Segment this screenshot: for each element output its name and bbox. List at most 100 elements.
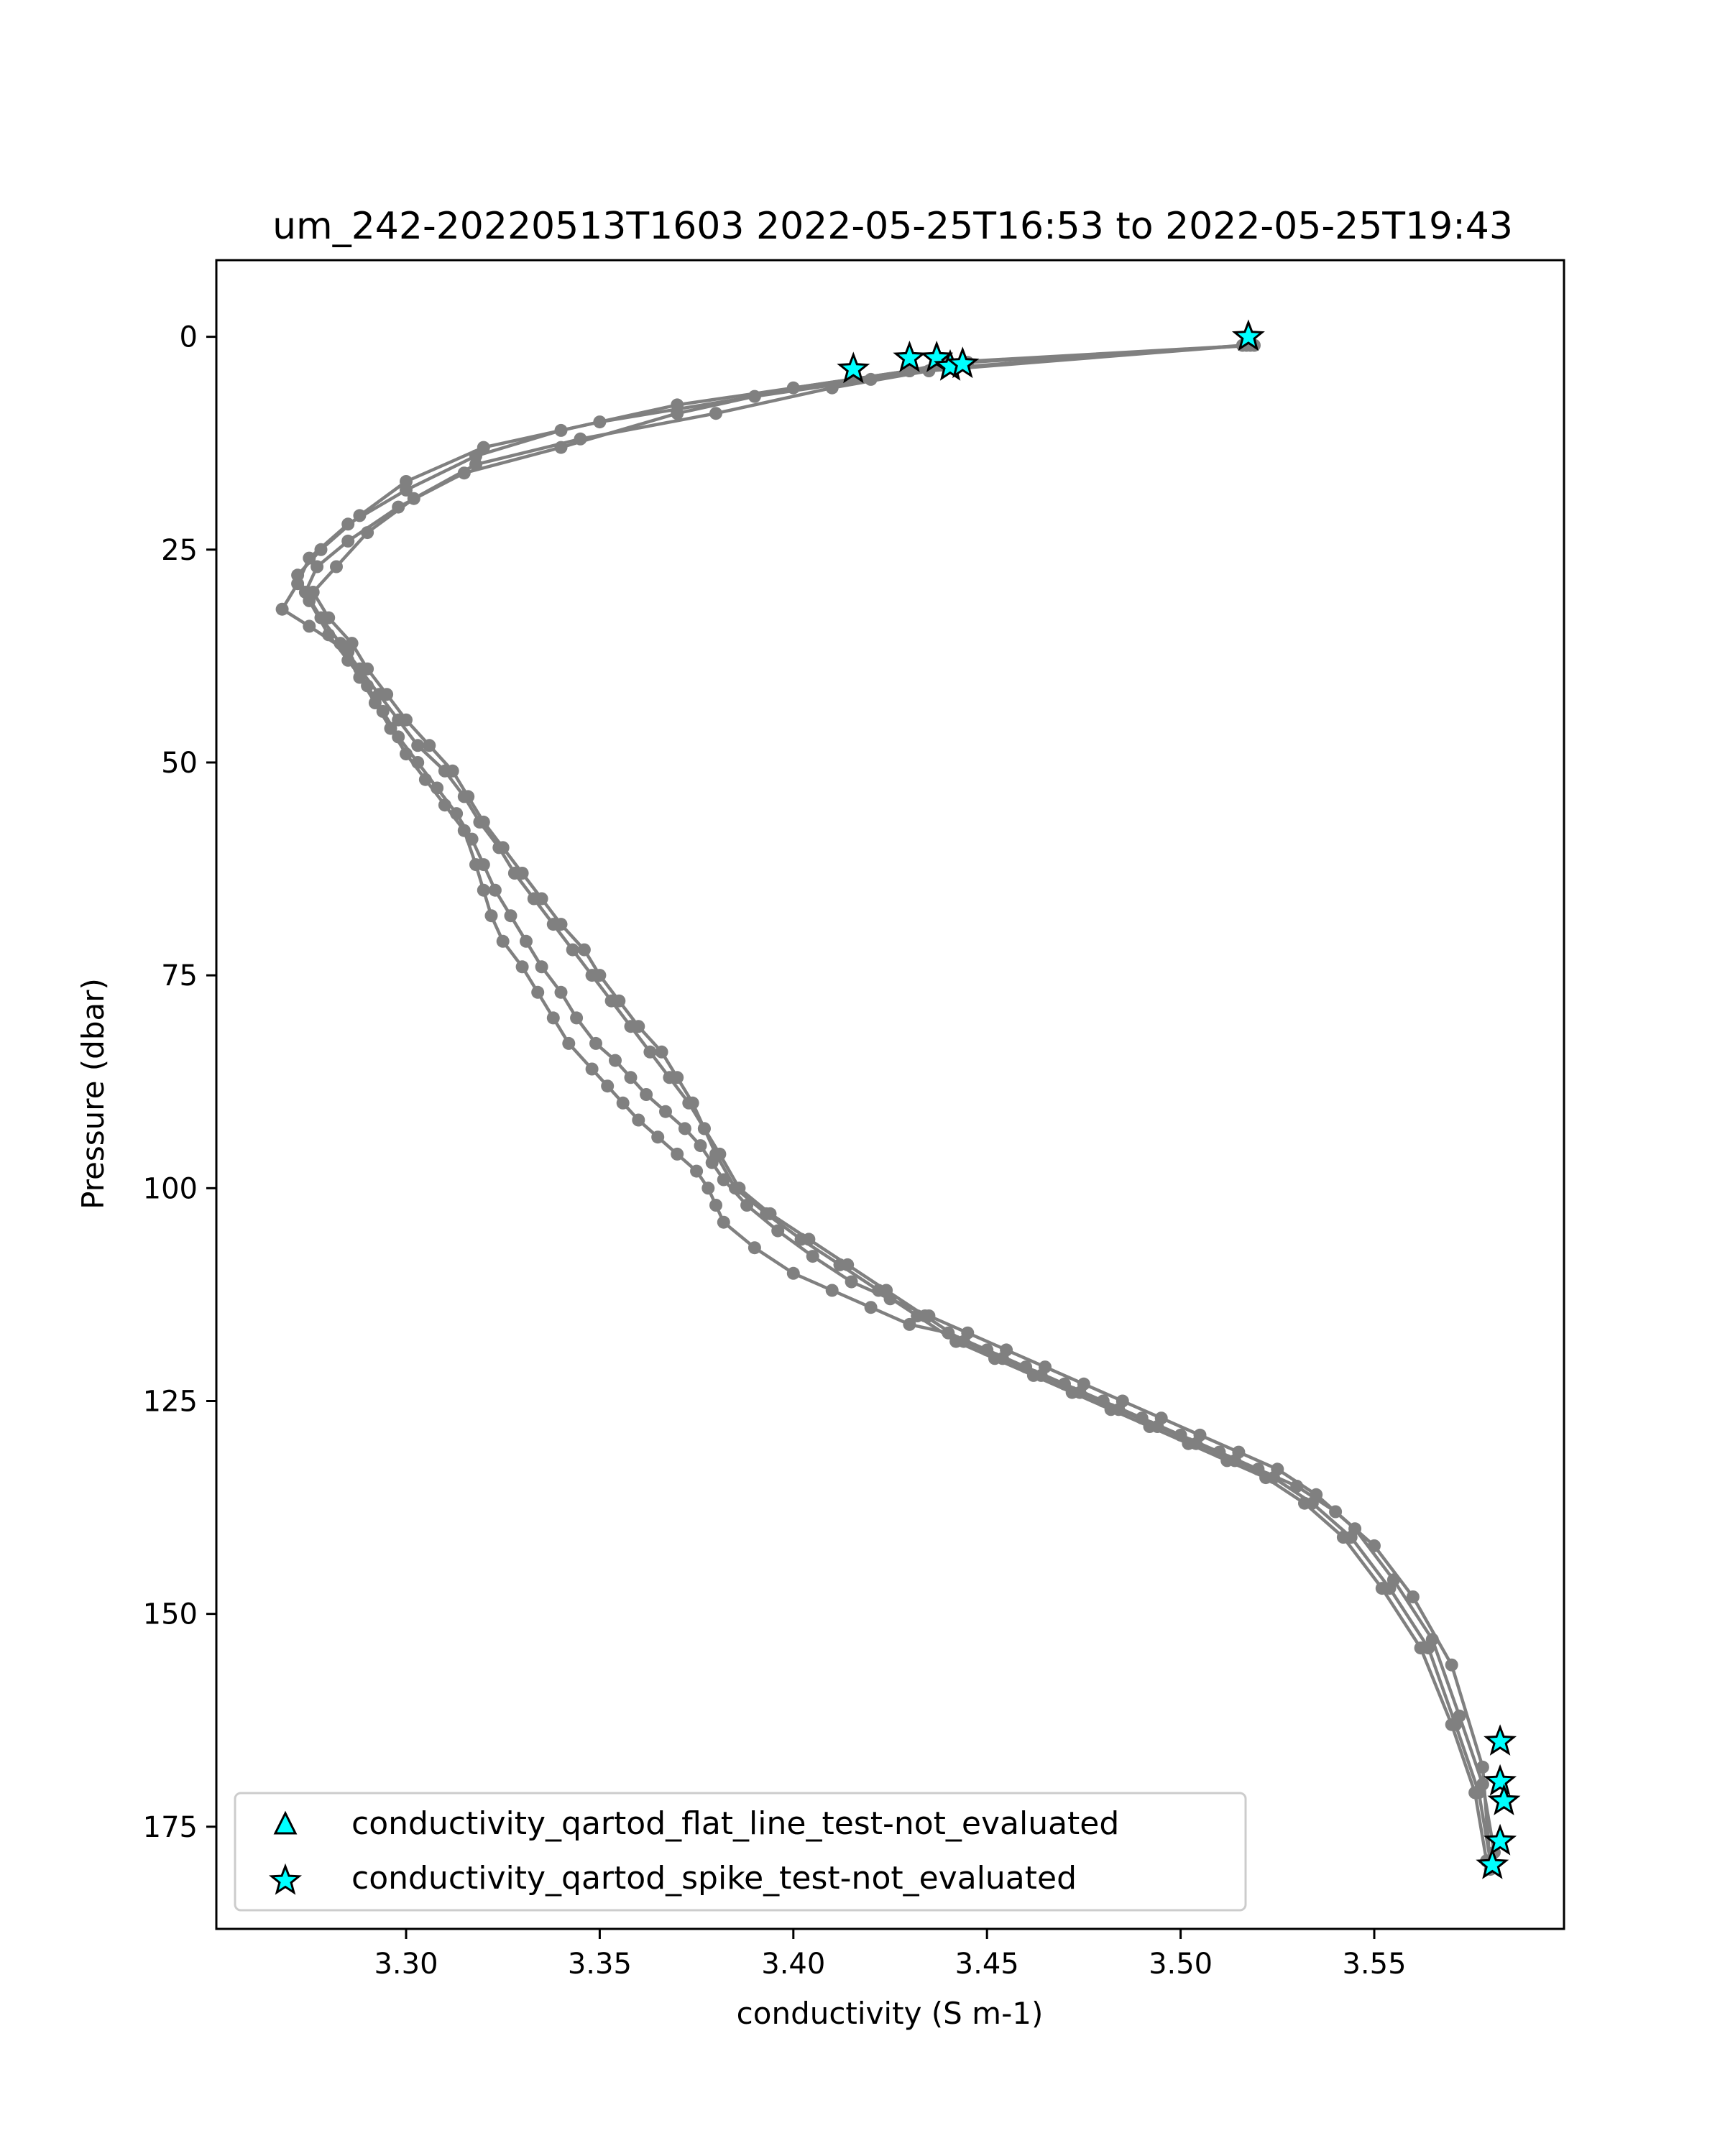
data-point — [957, 1335, 970, 1348]
legend: conductivity_qartod_flat_line_test-not_e… — [234, 1792, 1247, 1912]
data-point — [651, 1130, 665, 1144]
data-point — [492, 841, 506, 854]
data-point — [531, 985, 545, 999]
data-point — [1406, 1590, 1420, 1603]
data-point — [1190, 1437, 1203, 1450]
data-point — [589, 1036, 602, 1050]
x-axis-ticks: 3.30 3.35 3.40 3.45 3.50 3.55 — [374, 1929, 1407, 1981]
x-tick-label: 3.35 — [568, 1948, 632, 1981]
spike-flag-star-icon — [946, 346, 980, 379]
data-point — [709, 1199, 722, 1212]
data-point — [678, 1122, 691, 1135]
data-point — [546, 1011, 560, 1025]
x-axis-label: conductivity (S m-1) — [737, 1996, 1044, 2031]
data-point — [577, 943, 591, 957]
legend-label-flat-line: conductivity_qartod_flat_line_test-not_e… — [351, 1805, 1119, 1842]
data-point — [562, 1036, 576, 1050]
data-point — [488, 883, 502, 897]
y-axis-label: Pressure (dbar) — [75, 978, 111, 1210]
data-point — [864, 1301, 878, 1314]
legend-label-spike: conductivity_qartod_spike_test-not_evalu… — [351, 1860, 1077, 1897]
data-point — [632, 1113, 645, 1127]
x-tick-label: 3.55 — [1342, 1948, 1406, 1981]
data-point — [1112, 1403, 1126, 1416]
data-point — [423, 739, 436, 752]
data-point — [554, 441, 568, 454]
data-point — [604, 994, 618, 1008]
data-point — [732, 1181, 746, 1195]
data-point — [376, 704, 390, 718]
data-point — [310, 560, 324, 573]
data-point — [671, 407, 684, 420]
data-point — [624, 1071, 638, 1084]
y-tick-label: 150 — [143, 1598, 198, 1631]
data-point — [806, 1250, 819, 1263]
data-point — [314, 611, 328, 625]
data-point — [353, 509, 367, 522]
triangle-marker-icon — [273, 1810, 298, 1835]
data-point — [330, 560, 343, 573]
data-point — [465, 832, 479, 846]
data-point — [659, 1105, 672, 1118]
data-point — [880, 1284, 893, 1297]
spike-flag-star-icon — [920, 340, 954, 372]
data-point — [314, 543, 328, 556]
data-point — [400, 475, 413, 488]
y-axis-ticks: 0 25 50 75 100 125 150 175 — [143, 321, 216, 1844]
data-point — [484, 909, 498, 923]
data-point — [566, 943, 579, 957]
y-tick-label: 50 — [161, 747, 198, 780]
data-point — [671, 1147, 684, 1161]
legend-box — [234, 1792, 1247, 1912]
data-point — [303, 551, 316, 565]
data-point — [298, 586, 312, 599]
data-point — [291, 568, 305, 582]
data-point — [702, 1181, 715, 1195]
data-point — [717, 1215, 730, 1229]
spike-flag-star-icon — [1476, 1847, 1509, 1879]
data-point — [303, 619, 316, 633]
data-point — [1422, 1641, 1435, 1655]
data-point — [802, 1233, 816, 1246]
data-point — [643, 1045, 657, 1059]
data-point — [1305, 1496, 1319, 1510]
spike-flag-star-icon — [837, 351, 870, 384]
data-point — [663, 1071, 676, 1084]
data-point — [477, 883, 490, 897]
data-point — [515, 960, 529, 974]
data-point — [275, 602, 289, 616]
data-point — [655, 1045, 668, 1059]
data-point — [496, 934, 510, 948]
y-tick-label: 0 — [180, 321, 198, 354]
data-point — [601, 1079, 615, 1093]
data-point — [919, 1309, 932, 1322]
plot-area — [275, 319, 1521, 1879]
data-point — [1228, 1454, 1241, 1468]
data-point — [1073, 1386, 1087, 1399]
data-point — [903, 1317, 916, 1331]
data-point — [520, 934, 533, 948]
data-point — [903, 364, 916, 377]
y-tick-label: 100 — [143, 1172, 198, 1205]
data-point — [554, 985, 568, 999]
data-point — [697, 1122, 711, 1135]
data-point — [535, 960, 548, 974]
data-point — [771, 1224, 785, 1238]
data-point — [450, 807, 464, 821]
data-point — [372, 688, 386, 701]
spike-flag-star-icon — [1484, 1724, 1517, 1756]
data-point — [1472, 1786, 1486, 1800]
data-point — [341, 534, 355, 548]
data-point — [609, 1054, 622, 1067]
data-point — [504, 909, 518, 923]
data-point — [411, 756, 425, 769]
data-point — [1344, 1531, 1358, 1544]
data-point — [457, 466, 471, 480]
data-point — [1383, 1582, 1397, 1595]
y-tick-label: 75 — [161, 959, 198, 992]
data-point — [624, 1020, 638, 1033]
data-point — [763, 1207, 777, 1220]
data-point — [345, 637, 359, 650]
data-point — [1151, 1420, 1164, 1433]
data-point — [477, 441, 490, 454]
